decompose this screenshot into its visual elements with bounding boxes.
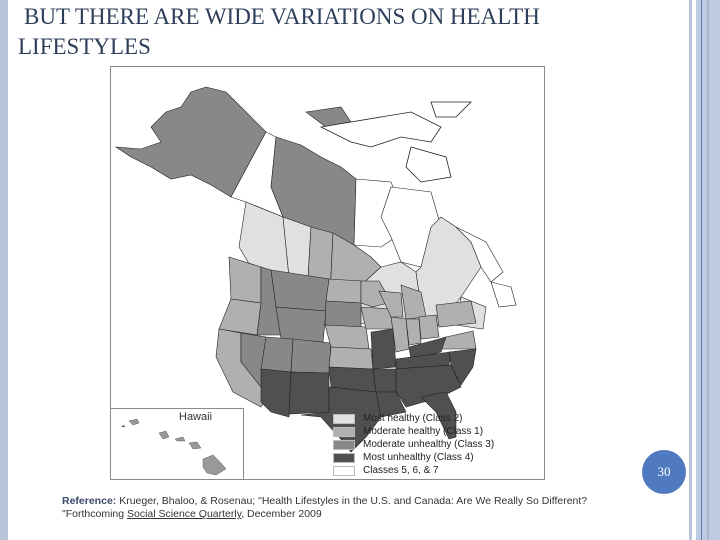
region-indiana bbox=[405, 318, 422, 346]
reference-text-3: , December 2009 bbox=[241, 508, 322, 520]
region-louisiana bbox=[375, 391, 407, 418]
region-missouri bbox=[370, 328, 397, 370]
legend-label: Most unhealthy (Class 4) bbox=[363, 452, 474, 463]
legend-item: Moderate unhealthy (Class 3) bbox=[333, 438, 494, 451]
legend-item: Moderate healthy (Class 1) bbox=[333, 425, 494, 438]
region-wisconsin bbox=[378, 290, 404, 318]
region-wyoming bbox=[275, 306, 327, 343]
health-lifestyle-map: Hawaii Most healthy (Class 2) Moderate h… bbox=[110, 66, 545, 480]
region-alaska bbox=[114, 86, 267, 198]
reference-label: Reference: bbox=[62, 495, 117, 507]
north-america-map bbox=[114, 86, 517, 453]
legend-label: Most healthy (Class 2) bbox=[363, 413, 463, 424]
legend-swatch bbox=[333, 426, 355, 437]
legend-label: Moderate healthy (Class 1) bbox=[363, 426, 484, 437]
slide-right-stripe bbox=[707, 0, 709, 540]
region-nebraska bbox=[324, 324, 370, 350]
title-line-1: BUT THERE ARE WIDE VARIATIONS ON HEALTH bbox=[24, 4, 540, 29]
region-northeast bbox=[435, 300, 477, 328]
region-ohio bbox=[418, 314, 440, 340]
region-new-mexico bbox=[288, 371, 330, 415]
legend-item: Classes 5, 6, & 7 bbox=[333, 464, 494, 477]
region-florida bbox=[420, 391, 457, 440]
region-colorado bbox=[290, 338, 332, 374]
title-line-2: LIFESTYLES bbox=[18, 34, 151, 59]
slide-left-border bbox=[0, 0, 8, 540]
region-oregon bbox=[218, 298, 262, 336]
legend-label: Moderate unhealthy (Class 3) bbox=[363, 439, 495, 450]
region-utah bbox=[260, 336, 294, 373]
reference-text-1: Krueger, Bhaloo, & Rosenau; "Health Life… bbox=[116, 495, 588, 507]
reference-citation: Reference: Krueger, Bhaloo, & Rosenau; "… bbox=[62, 495, 662, 521]
hawaii-label: Hawaii bbox=[179, 411, 213, 423]
legend-swatch bbox=[333, 439, 355, 450]
legend-item: Most healthy (Class 2) bbox=[333, 412, 494, 425]
legend-label: Classes 5, 6, & 7 bbox=[363, 465, 439, 476]
legend-item: Most unhealthy (Class 4) bbox=[333, 451, 494, 464]
region-kansas bbox=[328, 346, 374, 370]
region-virginia bbox=[440, 330, 477, 350]
region-illinois bbox=[390, 316, 410, 353]
hawaii-islands bbox=[121, 418, 227, 476]
page-number-badge: 30 bbox=[642, 450, 686, 494]
legend-swatch bbox=[333, 452, 355, 463]
region-arkansas bbox=[372, 368, 397, 393]
slide-title: BUT THERE ARE WIDE VARIATIONS ON HEALTH … bbox=[18, 2, 678, 62]
legend-swatch bbox=[333, 465, 355, 476]
region-north-dakota bbox=[325, 278, 362, 304]
slide-right-line bbox=[701, 0, 702, 540]
legend-swatch bbox=[333, 413, 355, 424]
region-arizona bbox=[260, 368, 292, 418]
region-south-dakota bbox=[324, 300, 362, 328]
slide-right-border bbox=[689, 0, 692, 540]
map-legend: Most healthy (Class 2) Moderate healthy … bbox=[333, 412, 494, 477]
region-carolinas bbox=[448, 348, 477, 386]
journal-name: Social Science Quarterly bbox=[127, 508, 242, 520]
hawaii-inset: Hawaii bbox=[111, 408, 244, 479]
reference-text-2: "Forthcoming bbox=[62, 508, 127, 520]
